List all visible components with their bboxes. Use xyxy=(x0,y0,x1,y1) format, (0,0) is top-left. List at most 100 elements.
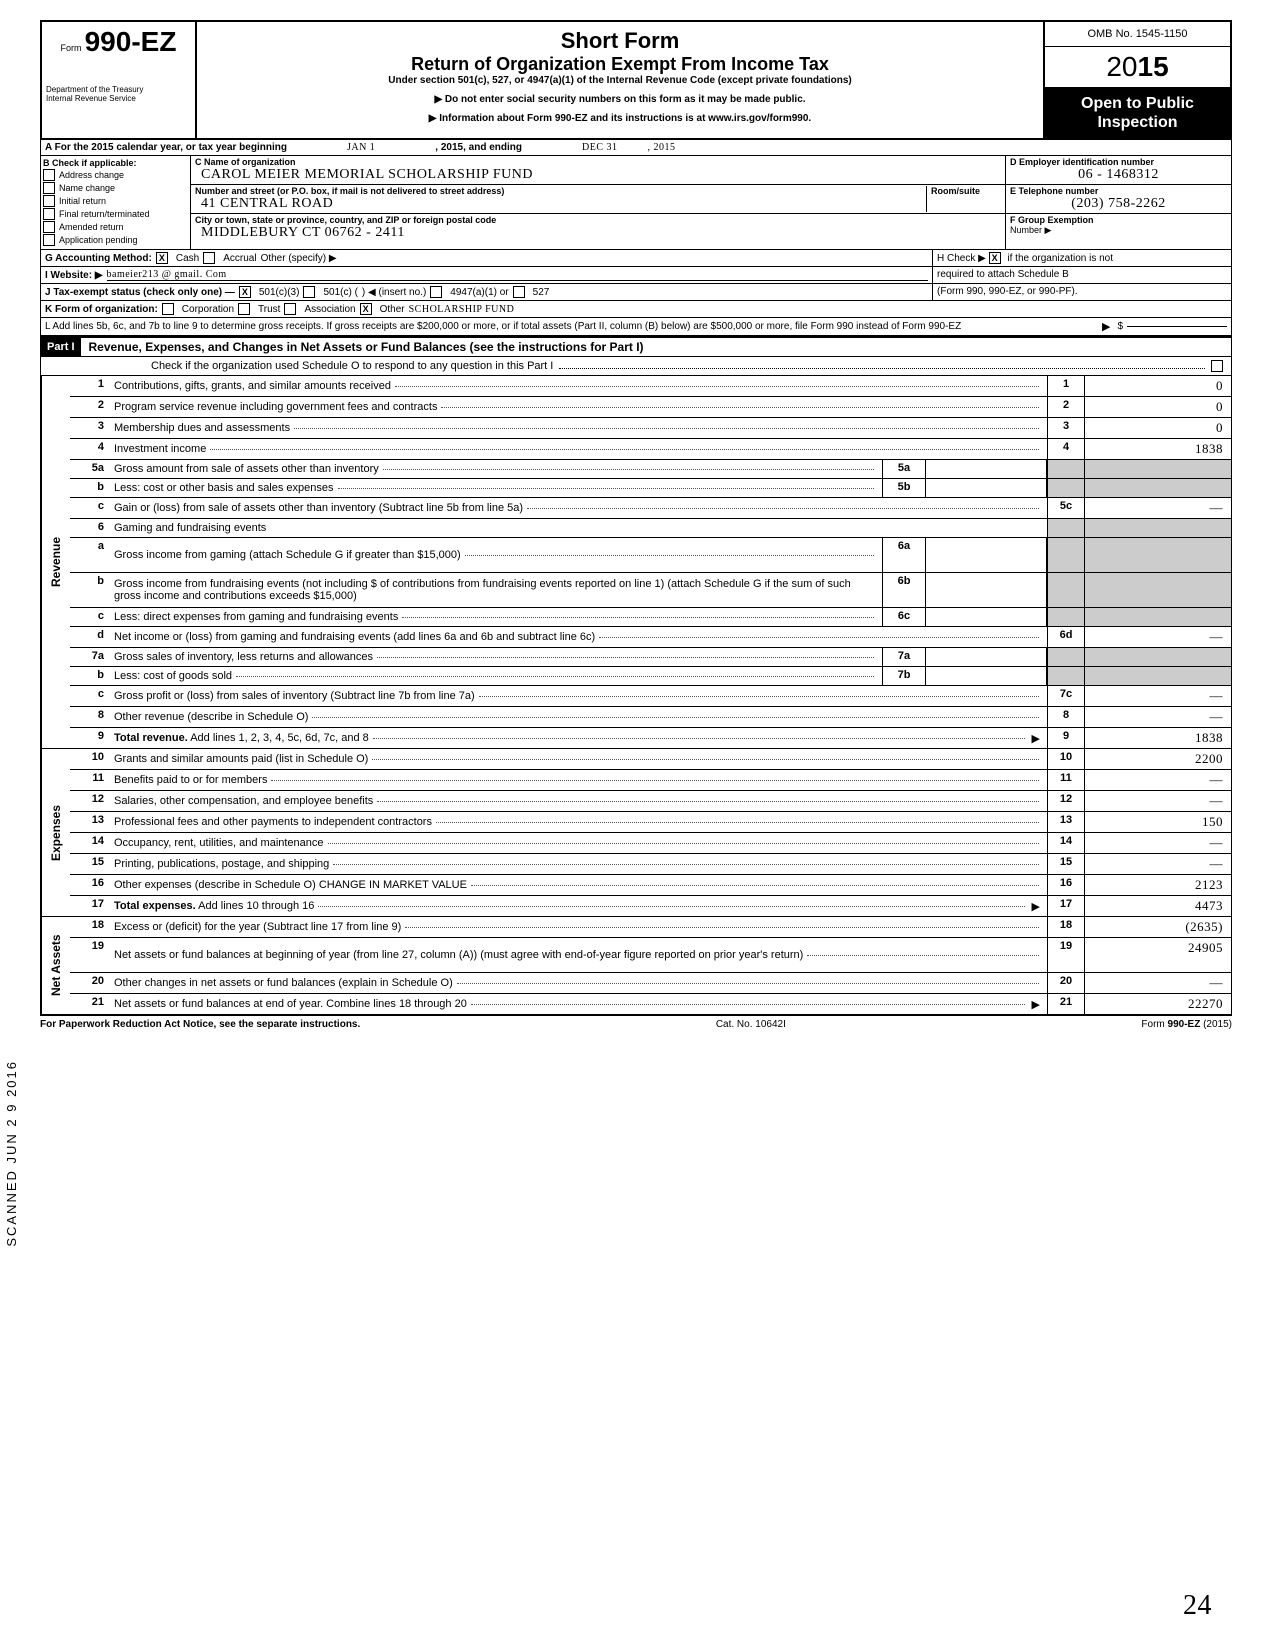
chk-cash[interactable]: X xyxy=(156,252,168,264)
line-result-number xyxy=(1047,608,1085,626)
line-h-4: (Form 990, 990-EZ, or 990-PF). xyxy=(937,286,1078,297)
line-description: Other revenue (describe in Schedule O) xyxy=(110,707,1047,727)
line-result-number: 13 xyxy=(1047,812,1085,832)
inner-line-value xyxy=(926,479,1047,497)
line-result-number: 1 xyxy=(1047,376,1085,396)
line-result-value: 0 xyxy=(1085,418,1231,438)
line-result-number: 6d xyxy=(1047,627,1085,647)
line-result-number: 8 xyxy=(1047,707,1085,727)
line-result-number xyxy=(1047,648,1085,666)
section-a-row: A For the 2015 calendar year, or tax yea… xyxy=(41,140,1231,156)
line-number: 5a xyxy=(70,460,110,478)
ein-label: D Employer identification number xyxy=(1010,157,1227,167)
form-line-15: 15Printing, publications, postage, and s… xyxy=(70,854,1231,875)
chk-initial-return[interactable] xyxy=(43,195,55,207)
line-result-value: (2635) xyxy=(1085,917,1231,937)
line-result-value xyxy=(1085,608,1231,626)
form-line-4: 4Investment income41838 xyxy=(70,439,1231,460)
form-line-10: 10Grants and similar amounts paid (list … xyxy=(70,749,1231,770)
line-description: Salaries, other compensation, and employ… xyxy=(110,791,1047,811)
line-description: Less: cost or other basis and sales expe… xyxy=(110,479,882,497)
line-result-value: 24905 xyxy=(1085,938,1231,972)
org-form-other: SCHOLARSHIP FUND xyxy=(409,304,515,315)
phone-value: (203) 758-2262 xyxy=(1010,196,1227,212)
tax-year-endyear: , 2015 xyxy=(648,142,676,153)
line-result-value: 2200 xyxy=(1085,749,1231,769)
line-result-number: 17 xyxy=(1047,896,1085,916)
form-line-b: bLess: cost or other basis and sales exp… xyxy=(70,479,1231,498)
line-h-3: required to attach Schedule B xyxy=(937,269,1069,280)
chk-final-return[interactable] xyxy=(43,208,55,220)
line-number: 16 xyxy=(70,875,110,895)
line-number: 19 xyxy=(70,938,110,972)
line-description: Grants and similar amounts paid (list in… xyxy=(110,749,1047,769)
chk-501c[interactable] xyxy=(303,286,315,298)
tax-year-begin: JAN 1 xyxy=(347,142,375,153)
line-result-number: 21 xyxy=(1047,994,1085,1014)
chk-4947[interactable] xyxy=(430,286,442,298)
line-result-number: 5c xyxy=(1047,498,1085,518)
chk-amended[interactable] xyxy=(43,221,55,233)
chk-name-change[interactable] xyxy=(43,182,55,194)
chk-other[interactable]: X xyxy=(360,303,372,315)
chk-corp[interactable] xyxy=(162,303,174,315)
form-line-16: 16Other expenses (describe in Schedule O… xyxy=(70,875,1231,896)
chk-sched-o[interactable] xyxy=(1211,360,1223,372)
line-description: Gross amount from sale of assets other t… xyxy=(110,460,882,478)
line-description: Investment income xyxy=(110,439,1047,459)
line-description: Other changes in net assets or fund bala… xyxy=(110,973,1047,993)
form-line-c: cGross profit or (loss) from sales of in… xyxy=(70,686,1231,707)
line-result-number: 18 xyxy=(1047,917,1085,937)
inner-line-number: 5a xyxy=(882,460,926,478)
line-result-value: 1838 xyxy=(1085,728,1231,748)
group-exempt-label: F Group Exemption xyxy=(1010,215,1227,225)
line-result-value xyxy=(1085,667,1231,685)
line-result-number xyxy=(1047,667,1085,685)
line-result-number: 12 xyxy=(1047,791,1085,811)
line-result-number xyxy=(1047,479,1085,497)
line-result-value: — xyxy=(1085,833,1231,853)
city-label: City or town, state or province, country… xyxy=(195,215,1001,225)
chk-assoc[interactable] xyxy=(284,303,296,315)
section-a-label: A For the 2015 calendar year, or tax yea… xyxy=(45,142,287,153)
chk-501c3[interactable]: X xyxy=(239,286,251,298)
line-result-number: 14 xyxy=(1047,833,1085,853)
tax-year-end: DEC 31 xyxy=(582,142,618,153)
inner-line-number: 6c xyxy=(882,608,926,626)
line-result-value: 2123 xyxy=(1085,875,1231,895)
inner-line-value xyxy=(926,608,1047,626)
org-name-value: CAROL MEIER MEMORIAL SCHOLARSHIP FUND xyxy=(195,167,1001,183)
form-line-17: 17Total expenses. Add lines 10 through 1… xyxy=(70,896,1231,916)
chk-527[interactable] xyxy=(513,286,525,298)
line-number: 7a xyxy=(70,648,110,666)
line-number: b xyxy=(70,667,110,685)
line-result-value: 4473 xyxy=(1085,896,1231,916)
line-number: a xyxy=(70,538,110,572)
revenue-section: Revenue 1Contributions, gifts, grants, a… xyxy=(40,376,1232,749)
section-b-header: B Check if applicable: xyxy=(43,158,188,168)
part1-title: Revenue, Expenses, and Changes in Net As… xyxy=(81,340,644,354)
line-description: Total expenses. Add lines 10 through 16▶ xyxy=(110,896,1047,916)
form-line-8: 8Other revenue (describe in Schedule O)8… xyxy=(70,707,1231,728)
open-public-1: Open to Public xyxy=(1051,94,1224,113)
footer-cat: Cat. No. 10642I xyxy=(716,1019,786,1030)
line-result-value: — xyxy=(1085,707,1231,727)
chk-trust[interactable] xyxy=(238,303,250,315)
line-number: 8 xyxy=(70,707,110,727)
line-description: Net assets or fund balances at end of ye… xyxy=(110,994,1047,1014)
chk-schedule-b[interactable]: X xyxy=(989,252,1001,264)
arrow-icon: ▶ xyxy=(1032,900,1040,913)
chk-accrual[interactable] xyxy=(203,252,215,264)
title-main: Return of Organization Exempt From Incom… xyxy=(203,54,1037,75)
tax-year: 2015 xyxy=(1045,47,1230,88)
section-a-mid: , 2015, and ending xyxy=(435,142,522,153)
line-result-number: 10 xyxy=(1047,749,1085,769)
line-description: Printing, publications, postage, and shi… xyxy=(110,854,1047,874)
chk-application-pending[interactable] xyxy=(43,234,55,246)
line-number: 6 xyxy=(70,519,110,537)
chk-address-change[interactable] xyxy=(43,169,55,181)
line-result-number: 9 xyxy=(1047,728,1085,748)
line-result-value xyxy=(1085,538,1231,572)
line-result-value: 150 xyxy=(1085,812,1231,832)
inner-line-value xyxy=(926,648,1047,666)
